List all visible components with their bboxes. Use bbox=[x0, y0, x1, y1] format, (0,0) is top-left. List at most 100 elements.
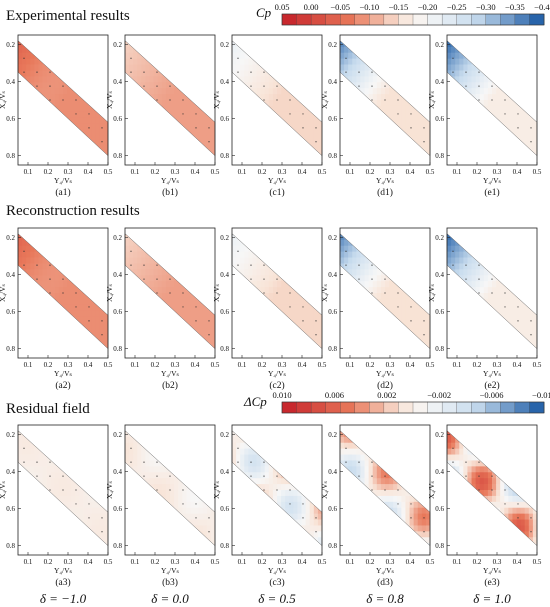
panel-cell bbox=[293, 141, 298, 148]
panel-cell bbox=[309, 233, 315, 235]
panel-cell bbox=[309, 141, 315, 148]
panel-cell bbox=[451, 322, 456, 329]
panel-cell bbox=[18, 111, 23, 119]
panel-cell bbox=[421, 281, 427, 288]
panel-cell bbox=[364, 346, 370, 349]
panel-cell bbox=[91, 298, 97, 306]
panel-cell bbox=[471, 298, 477, 306]
panel-cell bbox=[26, 123, 31, 130]
panel-cell bbox=[46, 129, 52, 136]
panel-cell bbox=[79, 251, 84, 258]
sample-point bbox=[478, 85, 480, 87]
panel-cell bbox=[58, 257, 64, 264]
sample-point bbox=[49, 264, 51, 266]
panel-cell bbox=[236, 70, 241, 77]
panel-cell bbox=[260, 263, 266, 270]
panel-cell bbox=[268, 293, 274, 300]
panel-cell bbox=[95, 135, 101, 142]
panel-cell bbox=[413, 251, 419, 258]
panel-cell bbox=[393, 257, 398, 264]
panel-cell bbox=[500, 70, 505, 77]
panel-b2 bbox=[124, 227, 216, 359]
sample-point bbox=[101, 141, 103, 143]
x-axis-label: Y₄/Vₛ bbox=[268, 369, 287, 378]
panel-cell bbox=[368, 94, 374, 101]
panel-cell bbox=[301, 334, 307, 341]
panel-cell bbox=[285, 316, 290, 323]
panel-cell bbox=[103, 328, 108, 335]
panel-cell bbox=[50, 64, 56, 71]
panel-cell bbox=[405, 293, 410, 300]
panel-cell bbox=[413, 40, 419, 48]
panel-cell bbox=[368, 123, 374, 130]
panel-label: (b2) bbox=[162, 380, 178, 391]
panel-cell bbox=[376, 82, 382, 89]
panel-cell bbox=[63, 141, 68, 148]
panel-cell bbox=[248, 287, 253, 294]
panel-cell bbox=[67, 94, 72, 101]
panel-cell bbox=[22, 257, 27, 264]
panel-cell bbox=[401, 64, 406, 71]
panel-cell bbox=[157, 293, 163, 300]
panel-cell bbox=[182, 316, 187, 323]
panel-cell bbox=[281, 76, 286, 83]
panel-cell bbox=[389, 129, 394, 136]
panel-cell bbox=[425, 129, 430, 136]
panel-cell bbox=[190, 310, 195, 318]
panel-cell bbox=[524, 105, 530, 113]
panel-cell bbox=[256, 346, 262, 349]
sample-point bbox=[345, 264, 347, 266]
panel-cell bbox=[137, 334, 142, 341]
panel-cell bbox=[157, 346, 163, 349]
panel-cell bbox=[141, 123, 146, 130]
panel-cell bbox=[281, 64, 286, 71]
panel-cell bbox=[409, 70, 415, 77]
panel-cell bbox=[252, 105, 257, 113]
panel-cell bbox=[54, 111, 60, 119]
panel-cell bbox=[194, 117, 200, 125]
panel-a1 bbox=[17, 34, 109, 166]
panel-cell bbox=[46, 40, 52, 42]
panel-cell bbox=[244, 40, 249, 42]
panel-cell bbox=[99, 346, 105, 349]
panel-cell bbox=[236, 159, 240, 165]
panel-cell bbox=[467, 328, 472, 335]
panel-cell bbox=[467, 310, 472, 318]
sample-point bbox=[88, 320, 90, 322]
panel-cell bbox=[500, 46, 505, 54]
panel-cell bbox=[137, 352, 141, 358]
panel-cell bbox=[75, 129, 80, 136]
sample-point bbox=[169, 278, 171, 280]
panel-cell bbox=[174, 281, 179, 288]
panel-cell bbox=[508, 76, 513, 83]
panel-cell bbox=[305, 239, 311, 247]
panel-cell bbox=[372, 82, 378, 89]
panel-cell bbox=[137, 281, 142, 288]
panel-cell bbox=[182, 111, 187, 119]
panel-cell bbox=[170, 340, 175, 347]
panel-cell bbox=[145, 233, 150, 235]
panel-cell bbox=[125, 58, 130, 65]
panel-cell bbox=[260, 245, 266, 253]
panel-cell bbox=[182, 304, 187, 312]
panel-cell bbox=[520, 58, 526, 65]
panel-cell bbox=[475, 82, 481, 89]
panel-cell bbox=[30, 310, 35, 318]
panel-cell bbox=[264, 123, 270, 130]
panel-cell bbox=[71, 153, 76, 156]
panel-cell bbox=[182, 346, 187, 349]
panel-cell bbox=[368, 40, 374, 42]
panel-cell bbox=[268, 316, 274, 323]
panel-cell bbox=[22, 334, 27, 341]
panel-cell bbox=[417, 328, 423, 335]
panel-cell bbox=[165, 340, 171, 347]
panel-cell bbox=[397, 298, 402, 306]
panel-cell bbox=[289, 322, 294, 329]
panel-cell bbox=[161, 334, 167, 341]
panel-cell bbox=[174, 94, 179, 101]
panel-cell bbox=[372, 257, 378, 264]
panel-cell bbox=[129, 346, 134, 349]
panel-cell bbox=[447, 105, 452, 113]
panel-cell bbox=[83, 245, 88, 253]
panel-cell bbox=[244, 328, 249, 335]
